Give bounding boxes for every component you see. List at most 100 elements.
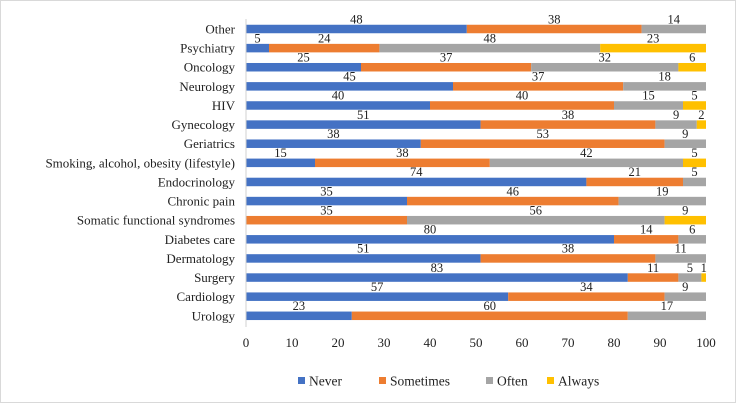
legend-swatch-often — [486, 377, 493, 384]
data-label-sometimes-other: 38 — [548, 12, 561, 26]
data-label-sometimes-gynecology: 38 — [562, 108, 575, 122]
category-label-oncology: Oncology — [184, 60, 236, 75]
bar-always-smoking-alcohol-obesity-lifestyle — [683, 158, 706, 168]
data-label-never-dermatology: 51 — [357, 242, 370, 256]
data-label-sometimes-endocrinology: 21 — [628, 165, 641, 179]
x-tick-label-90: 90 — [654, 335, 667, 350]
bar-never-cardiology — [246, 292, 509, 301]
bar-never-urology — [246, 311, 352, 321]
data-label-sometimes-smoking-alcohol-obesity-lifestyle: 38 — [396, 146, 409, 160]
bar-often-neurology — [623, 82, 706, 91]
data-label-always-smoking-alcohol-obesity-lifestyle: 5 — [691, 146, 697, 160]
bar-often-chronic-pain — [618, 196, 706, 206]
bar-always-oncology — [678, 62, 706, 72]
bar-often-surgery — [678, 273, 702, 282]
category-label-gynecology: Gynecology — [171, 117, 235, 132]
bar-never-hiv — [246, 101, 430, 110]
bar-never-neurology — [246, 82, 453, 91]
category-label-urology: Urology — [192, 308, 236, 323]
bar-sometimes-psychiatry — [269, 43, 380, 53]
bar-often-cardiology — [664, 292, 706, 301]
category-label-neurology: Neurology — [179, 79, 235, 94]
data-label-often-surgery: 5 — [687, 261, 693, 275]
bar-never-chronic-pain — [246, 196, 407, 206]
legend-label-never: Never — [309, 374, 342, 389]
x-tick-label-20: 20 — [332, 335, 345, 350]
category-label-smoking-alcohol-obesity-lifestyle: Smoking, alcohol, obesity (lifestyle) — [45, 155, 235, 170]
bar-never-gynecology — [246, 120, 481, 129]
bar-often-psychiatry — [379, 43, 601, 53]
bar-never-psychiatry — [246, 43, 269, 53]
category-label-other: Other — [205, 22, 235, 37]
category-label-somatic-functional-syndromes: Somatic functional syndromes — [77, 213, 235, 228]
data-label-often-hiv: 15 — [642, 89, 655, 103]
data-label-often-oncology: 32 — [599, 50, 612, 64]
bar-never-surgery — [246, 273, 628, 282]
category-label-chronic-pain: Chronic pain — [167, 194, 235, 209]
category-labels-layer: Other Psychiatry Oncology Neurology HIV Gynec… — [45, 22, 235, 324]
bar-often-gynecology — [655, 120, 697, 129]
bar-always-hiv — [683, 101, 706, 110]
bar-always-surgery — [701, 273, 706, 282]
data-label-sometimes-diabetes-care: 14 — [640, 223, 653, 237]
data-label-never-hiv: 40 — [332, 89, 345, 103]
bar-never-diabetes-care — [246, 235, 614, 244]
bar-sometimes-diabetes-care — [614, 235, 679, 244]
bar-never-dermatology — [246, 254, 481, 263]
bar-never-endocrinology — [246, 177, 587, 187]
bar-sometimes-chronic-pain — [407, 196, 619, 206]
legend-label-often: Often — [497, 374, 528, 389]
data-label-often-urology: 17 — [661, 299, 674, 313]
data-label-often-psychiatry: 48 — [484, 31, 497, 45]
data-label-often-cardiology: 9 — [682, 280, 688, 294]
data-label-often-geriatrics: 9 — [682, 127, 688, 141]
x-tick-label-60: 60 — [516, 335, 529, 350]
data-label-sometimes-hiv: 40 — [516, 89, 529, 103]
category-label-geriatrics: Geriatrics — [184, 136, 235, 151]
data-label-often-other: 14 — [668, 12, 681, 26]
bar-often-hiv — [614, 101, 683, 110]
data-label-often-somatic-functional-syndromes: 56 — [530, 203, 543, 217]
data-label-never-oncology: 25 — [297, 50, 310, 64]
data-label-always-hiv: 5 — [691, 89, 697, 103]
x-tick-label-80: 80 — [608, 335, 621, 350]
data-label-never-gynecology: 51 — [357, 108, 370, 122]
bar-often-geriatrics — [664, 139, 706, 148]
data-label-never-neurology: 45 — [343, 70, 356, 84]
bar-sometimes-smoking-alcohol-obesity-lifestyle — [315, 158, 490, 168]
bar-often-diabetes-care — [678, 235, 706, 244]
data-label-always-surgery: 1 — [701, 261, 707, 275]
bar-sometimes-neurology — [453, 82, 624, 91]
data-label-always-somatic-functional-syndromes: 9 — [682, 203, 688, 217]
data-label-sometimes-surgery: 11 — [647, 261, 659, 275]
data-label-often-diabetes-care: 6 — [689, 223, 695, 237]
category-label-surgery: Surgery — [194, 270, 235, 285]
bar-never-oncology — [246, 62, 361, 72]
bar-often-dermatology — [655, 254, 706, 263]
bar-often-somatic-functional-syndromes — [407, 215, 665, 225]
data-label-sometimes-neurology: 37 — [532, 70, 545, 84]
data-label-always-oncology: 6 — [689, 50, 695, 64]
data-label-always-gynecology: 2 — [698, 108, 704, 122]
x-tick-label-70: 70 — [562, 335, 575, 350]
category-label-psychiatry: Psychiatry — [180, 41, 235, 56]
bar-sometimes-geriatrics — [420, 139, 665, 148]
bar-often-smoking-alcohol-obesity-lifestyle — [489, 158, 683, 168]
bar-sometimes-somatic-functional-syndromes — [246, 215, 407, 225]
bar-sometimes-endocrinology — [586, 177, 683, 187]
category-label-endocrinology: Endocrinology — [158, 174, 236, 189]
data-label-never-endocrinology: 74 — [410, 165, 423, 179]
category-label-hiv: HIV — [212, 98, 236, 113]
data-label-sometimes-geriatrics: 53 — [536, 127, 549, 141]
legend-swatch-never — [298, 377, 305, 384]
bar-sometimes-surgery — [627, 273, 679, 282]
data-label-always-psychiatry: 23 — [647, 31, 660, 45]
data-label-never-surgery: 83 — [431, 261, 444, 275]
bar-sometimes-oncology — [361, 62, 532, 72]
data-label-sometimes-chronic-pain: 46 — [507, 184, 520, 198]
category-label-diabetes-care: Diabetes care — [165, 232, 236, 247]
bar-sometimes-cardiology — [508, 292, 665, 301]
data-label-never-chronic-pain: 35 — [320, 184, 333, 198]
